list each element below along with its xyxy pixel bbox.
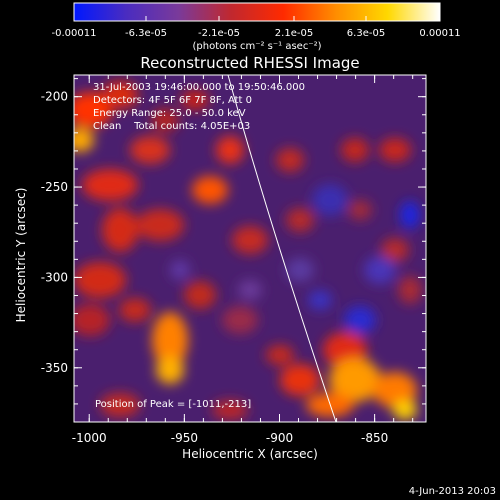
y-axis-label: Heliocentric Y (arcsec) bbox=[14, 188, 28, 323]
colorbar-tick-label: -0.00011 bbox=[52, 28, 97, 39]
colorbar-tick-label: 0.00011 bbox=[419, 28, 460, 39]
footer-date: 4-Jun-2013 20:03 bbox=[409, 486, 496, 497]
emission-blob bbox=[184, 281, 216, 309]
emission-blob bbox=[130, 136, 170, 164]
emission-blob bbox=[74, 304, 110, 336]
emission-blob bbox=[329, 358, 381, 402]
emission-blob bbox=[216, 136, 244, 164]
info-line-counts: Clean Total counts: 4.05E+03 bbox=[93, 121, 250, 132]
plot-title: Reconstructed RHESSI Image bbox=[140, 54, 359, 72]
emission-blob bbox=[74, 92, 112, 128]
emission-blob bbox=[136, 209, 184, 241]
emission-blob bbox=[74, 128, 94, 152]
x-tick-label: -1000 bbox=[72, 431, 107, 445]
y-tick-label: -350 bbox=[41, 361, 68, 375]
emission-blob bbox=[280, 364, 320, 396]
emission-blob bbox=[312, 184, 348, 216]
x-tick-label: -850 bbox=[361, 431, 388, 445]
emission-blob bbox=[152, 312, 188, 368]
emission-blob bbox=[100, 393, 140, 417]
emission-blob bbox=[222, 306, 258, 334]
x-axis-label: Heliocentric X (arcsec) bbox=[182, 447, 318, 461]
emission-blob bbox=[348, 200, 372, 220]
colorbar-tick-label: -6.3e-05 bbox=[125, 28, 167, 39]
colorbar bbox=[73, 2, 441, 22]
colorbar-tick-label: 2.1e-05 bbox=[275, 28, 313, 39]
observation-info: 31-Jul-2003 19:46:00.000 to 19:50:46.000… bbox=[93, 82, 305, 132]
emission-blob bbox=[373, 372, 417, 408]
emission-blob bbox=[212, 400, 248, 420]
y-tick-label: -250 bbox=[41, 180, 68, 194]
colorbar-units-label: (photons cm⁻² s⁻¹ asec⁻²) bbox=[192, 41, 321, 52]
info-line-time: 31-Jul-2003 19:46:00.000 to 19:50:46.000 bbox=[93, 82, 305, 93]
emission-blob bbox=[364, 256, 396, 284]
emission-blobs bbox=[74, 81, 422, 420]
plot-frame bbox=[73, 74, 427, 423]
emission-blob bbox=[308, 290, 332, 310]
peak-position-label: Position of Peak = [-1011,-213] bbox=[95, 399, 251, 410]
emission-blob bbox=[393, 400, 417, 420]
emission-blob bbox=[379, 138, 411, 162]
colorbar-ticks: -0.00011 -6.3e-05 -2.1e-05 2.1e-05 6.3e-05 0.… bbox=[52, 16, 461, 39]
emission-blob bbox=[400, 201, 420, 229]
colorbar-tick-label: 6.3e-05 bbox=[347, 28, 385, 39]
emission-blob bbox=[344, 306, 376, 334]
emission-blob bbox=[82, 169, 138, 201]
emission-blob bbox=[381, 238, 409, 262]
info-line-energy: Energy Range: 25.0 - 50.0 keV bbox=[93, 108, 246, 119]
emission-blob bbox=[102, 208, 138, 252]
emission-blob bbox=[181, 90, 209, 110]
emission-blob bbox=[286, 258, 314, 282]
y-axis: -200 -250 -300 -350 bbox=[41, 78, 426, 405]
emission-blob bbox=[238, 280, 262, 300]
emission-blob bbox=[341, 138, 369, 162]
emission-blob bbox=[151, 108, 179, 132]
emission-blob bbox=[286, 208, 314, 232]
emission-blob bbox=[119, 298, 151, 322]
emission-blob bbox=[266, 345, 294, 365]
y-tick-label: -200 bbox=[41, 90, 68, 104]
emission-blob bbox=[156, 356, 184, 384]
emission-blob bbox=[276, 148, 304, 172]
solar-limb-line bbox=[227, 75, 337, 422]
emission-blob bbox=[102, 81, 138, 109]
colorbar-tick-label: -2.1e-05 bbox=[198, 28, 240, 39]
emission-blob bbox=[398, 276, 422, 304]
emission-blob bbox=[232, 226, 268, 254]
emission-blob bbox=[192, 176, 228, 204]
x-tick-label: -900 bbox=[266, 431, 293, 445]
x-axis: -1000 -950 -900 -850 bbox=[72, 75, 414, 445]
emission-blob bbox=[74, 262, 126, 298]
emission-blob bbox=[170, 260, 190, 280]
x-tick-label: -950 bbox=[171, 431, 198, 445]
y-tick-label: -300 bbox=[41, 270, 68, 284]
info-line-detectors: Detectors: 4F 5F 6F 7F 8F, Att 0 bbox=[93, 95, 252, 106]
image-map bbox=[74, 75, 426, 422]
